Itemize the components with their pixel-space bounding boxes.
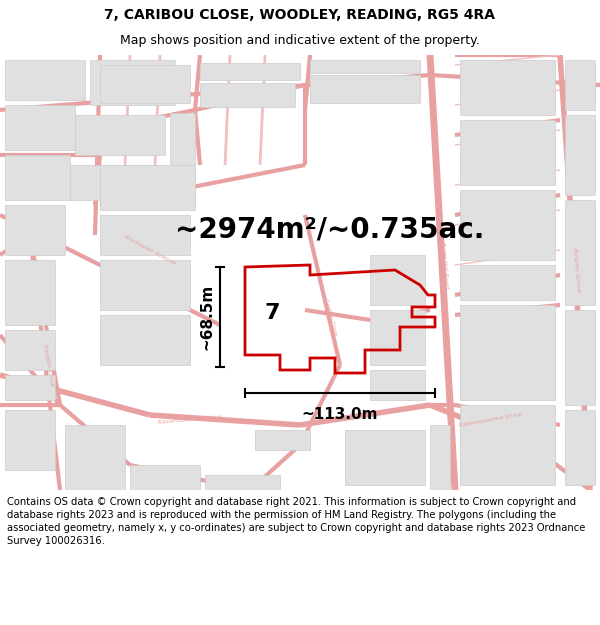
Text: 7: 7 [264, 303, 280, 323]
Polygon shape [5, 260, 55, 325]
Polygon shape [565, 310, 595, 405]
Text: Caribou Close: Caribou Close [323, 298, 337, 336]
Polygon shape [5, 330, 55, 370]
Polygon shape [70, 165, 160, 200]
Polygon shape [5, 105, 75, 150]
Polygon shape [255, 430, 310, 450]
Polygon shape [65, 425, 125, 490]
Polygon shape [5, 60, 85, 100]
Polygon shape [460, 120, 555, 185]
Polygon shape [565, 60, 595, 110]
Polygon shape [5, 375, 55, 400]
Polygon shape [310, 60, 420, 73]
Text: Ravensbourne Drive: Ravensbourne Drive [458, 412, 522, 428]
Polygon shape [200, 63, 300, 80]
Text: Ravensbourne Drive: Ravensbourne Drive [158, 415, 222, 425]
Polygon shape [370, 255, 425, 305]
Polygon shape [430, 425, 450, 490]
Text: Bingley Grove: Bingley Grove [572, 248, 580, 292]
Polygon shape [5, 410, 55, 470]
Text: Contains OS data © Crown copyright and database right 2021. This information is : Contains OS data © Crown copyright and d… [7, 497, 586, 546]
Text: Haddon Drive: Haddon Drive [42, 343, 54, 387]
Polygon shape [565, 410, 595, 485]
Polygon shape [370, 310, 425, 365]
Polygon shape [75, 115, 165, 155]
Polygon shape [130, 465, 200, 490]
Text: ~113.0m: ~113.0m [302, 407, 378, 422]
Polygon shape [460, 265, 555, 300]
Text: Burts Hill Road: Burts Hill Road [440, 241, 449, 289]
Polygon shape [100, 315, 190, 365]
Polygon shape [100, 215, 190, 255]
Polygon shape [370, 370, 425, 400]
Polygon shape [170, 113, 195, 165]
Text: Map shows position and indicative extent of the property.: Map shows position and indicative extent… [120, 34, 480, 47]
Polygon shape [90, 60, 175, 105]
Text: ~2974m²/~0.735ac.: ~2974m²/~0.735ac. [175, 216, 485, 244]
Polygon shape [565, 200, 595, 305]
Text: Rochester Avenue: Rochester Avenue [124, 234, 176, 266]
Polygon shape [345, 430, 425, 485]
Polygon shape [100, 65, 190, 103]
Polygon shape [310, 75, 420, 103]
Text: 7, CARIBOU CLOSE, WOODLEY, READING, RG5 4RA: 7, CARIBOU CLOSE, WOODLEY, READING, RG5 … [104, 8, 496, 22]
Polygon shape [5, 155, 70, 200]
Polygon shape [460, 405, 555, 485]
Polygon shape [200, 83, 295, 107]
Polygon shape [460, 60, 555, 115]
Polygon shape [460, 305, 555, 400]
Polygon shape [100, 165, 195, 210]
Polygon shape [100, 260, 190, 310]
Text: ~68.5m: ~68.5m [199, 284, 214, 350]
Polygon shape [460, 190, 555, 260]
Polygon shape [565, 115, 595, 195]
Polygon shape [5, 205, 65, 255]
Polygon shape [205, 475, 280, 490]
